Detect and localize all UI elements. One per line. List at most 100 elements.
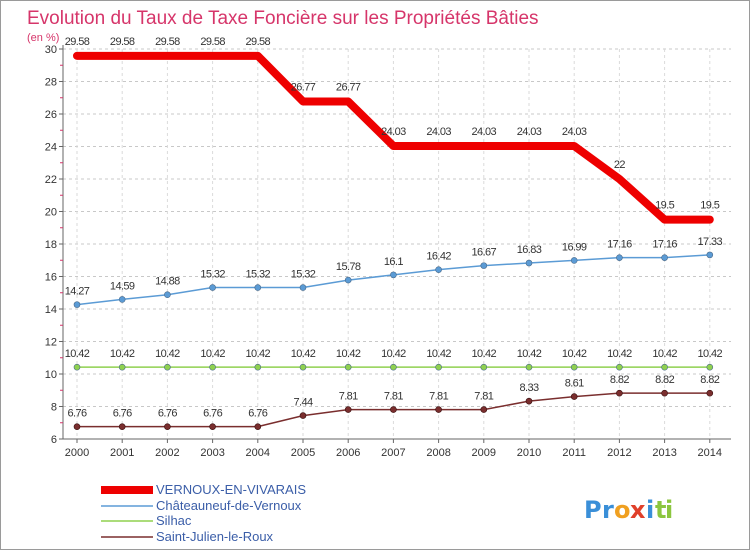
data-label: 10.42 — [698, 348, 723, 360]
data-point — [616, 254, 623, 261]
data-label: 16.1 — [384, 256, 403, 268]
data-point — [209, 423, 216, 430]
x-tick-label: 2013 — [652, 447, 676, 459]
logo-letter: o — [614, 496, 631, 524]
legend-label: Châteauneuf-de-Vernoux — [156, 498, 302, 513]
data-point — [525, 259, 533, 267]
x-tick-label: 2001 — [110, 447, 134, 459]
data-label: 10.42 — [155, 348, 180, 360]
chart-subtitle: (en %) — [27, 32, 59, 44]
data-label: 10.42 — [652, 348, 677, 360]
logo-letter: x — [630, 496, 646, 524]
data-label: 16.99 — [562, 241, 587, 253]
logo-letter: t — [655, 496, 666, 524]
data-label: 6.76 — [67, 408, 86, 420]
logo-letter: r — [602, 496, 614, 524]
data-label: 10.42 — [246, 348, 271, 360]
data-label: 10.42 — [517, 348, 542, 360]
data-label: 7.81 — [474, 391, 493, 403]
x-tick-label: 2009 — [472, 447, 496, 459]
data-point — [254, 423, 262, 430]
data-point — [209, 363, 216, 371]
logo-letter: i — [646, 496, 654, 524]
data-label: 22 — [614, 159, 626, 171]
data-point — [616, 389, 623, 397]
data-point — [616, 363, 623, 371]
axes: 6 8 10 12 14 16 18 20 22 24 26 28 30 2000 2001 2002 2003… — [45, 44, 731, 459]
data-label: 16.42 — [426, 251, 451, 263]
data-label: 15.32 — [200, 269, 225, 281]
legend-label: Silhac — [156, 513, 192, 528]
y-tick-label: 18 — [45, 239, 57, 251]
grid — [63, 48, 731, 439]
data-label: 29.58 — [200, 36, 225, 48]
data-point — [209, 284, 216, 291]
data-point — [299, 363, 307, 371]
data-point — [480, 363, 488, 371]
data-label: 29.58 — [155, 36, 180, 48]
y-tick-label: 26 — [45, 109, 57, 121]
data-label: 6.76 — [158, 408, 177, 420]
y-tick-label: 6 — [51, 434, 57, 446]
data-label: 19.5 — [700, 200, 719, 212]
data-point — [435, 406, 442, 413]
data-point — [73, 363, 81, 371]
data-point — [254, 363, 262, 371]
series-vernoux-en-vivarais: 29.58 29.58 29.58 29.58 29.58 26.77 26.77 24.03… — [65, 36, 720, 224]
data-label: 24.03 — [517, 126, 542, 138]
data-point — [525, 363, 533, 371]
legend-label: VERNOUX-EN-VIVARAIS — [156, 482, 306, 497]
y-tick-label: 14 — [45, 304, 57, 316]
data-point — [525, 397, 533, 405]
data-label: 7.81 — [384, 391, 403, 403]
data-point — [661, 363, 668, 371]
x-tick-label: 2006 — [336, 447, 360, 459]
x-tick-label: 2012 — [607, 447, 631, 459]
data-label: 29.58 — [246, 36, 271, 48]
data-label: 7.81 — [339, 391, 358, 403]
series-line — [73, 51, 714, 224]
data-label: 14.88 — [155, 276, 180, 288]
legend: VERNOUX-EN-VIVARAISChâteauneuf-de-Vernou… — [101, 482, 306, 544]
data-label: 10.42 — [472, 348, 497, 360]
data-point — [118, 423, 126, 430]
data-label: 14.27 — [65, 286, 90, 298]
y-tick-label: 16 — [45, 272, 57, 284]
series-silhac: 10.42 10.42 10.42 10.42 10.42 10.42 10.42 10.42… — [65, 348, 723, 371]
legend-label: Saint-Julien-le-Roux — [156, 529, 274, 544]
data-label: 29.58 — [110, 36, 135, 48]
x-tick-label: 2011 — [562, 447, 586, 459]
data-point — [344, 363, 352, 371]
data-point — [344, 406, 352, 413]
data-point — [570, 257, 578, 264]
data-point — [164, 291, 171, 299]
data-label: 10.42 — [110, 348, 135, 360]
data-label: 26.77 — [336, 81, 361, 93]
data-label: 26.77 — [291, 81, 316, 93]
data-label: 24.03 — [472, 126, 497, 138]
data-label: 10.42 — [426, 348, 451, 360]
x-tick-label: 2005 — [291, 447, 315, 459]
data-label: 6.76 — [248, 408, 267, 420]
data-label: 10.42 — [291, 348, 316, 360]
data-label: 24.03 — [562, 126, 587, 138]
data-label: 17.33 — [698, 236, 723, 248]
data-label: 17.16 — [607, 239, 632, 251]
data-label: 7.81 — [429, 391, 448, 403]
x-tick-label: 2002 — [155, 447, 179, 459]
data-point — [570, 363, 578, 371]
data-label: 15.78 — [336, 261, 361, 273]
data-point — [299, 284, 307, 291]
data-point — [435, 363, 442, 371]
data-point — [118, 296, 126, 303]
data-label: 6.76 — [113, 408, 132, 420]
data-label: 14.59 — [110, 280, 135, 292]
data-point — [390, 406, 397, 413]
y-tick-label: 22 — [45, 174, 57, 186]
y-tick-label: 10 — [45, 369, 57, 381]
data-label: 29.58 — [65, 36, 90, 48]
data-label: 8.82 — [700, 374, 719, 386]
data-label: 10.42 — [336, 348, 361, 360]
series-layer: 29.58 29.58 29.58 29.58 29.58 26.77 26.77 24.03… — [65, 36, 723, 430]
